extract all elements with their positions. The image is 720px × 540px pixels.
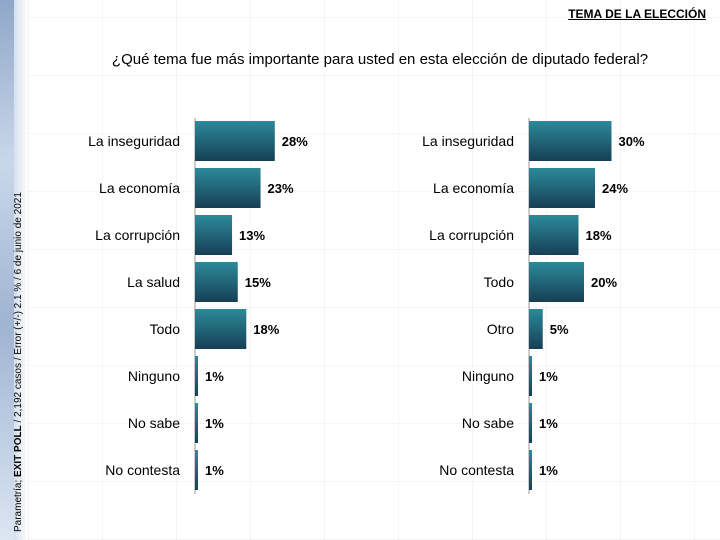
category-label: No contesta (105, 462, 180, 478)
value-label: 1% (205, 416, 224, 431)
bar (529, 168, 595, 208)
bar (195, 309, 247, 349)
value-label: 23% (268, 181, 294, 196)
value-label: 18% (586, 228, 612, 243)
background-watermark (28, 0, 720, 540)
category-label: Ninguno (128, 368, 180, 384)
category-label: No sabe (462, 415, 514, 431)
value-label: 1% (205, 369, 224, 384)
category-label: La corrupción (95, 227, 180, 243)
category-label: La inseguridad (422, 133, 514, 149)
bar (195, 403, 198, 443)
section-header: TEMA DE LA ELECCIÓN (568, 7, 706, 21)
category-label: La economía (433, 180, 514, 196)
category-label: La salud (127, 274, 180, 290)
bar (529, 215, 579, 255)
value-label: 13% (239, 228, 265, 243)
category-label: No contesta (439, 462, 514, 478)
category-label: La corrupción (429, 227, 514, 243)
bar (195, 262, 238, 302)
value-label: 15% (245, 275, 271, 290)
category-label: Ninguno (462, 368, 514, 384)
bar (529, 450, 532, 490)
category-label: Todo (150, 321, 181, 337)
bar (195, 121, 275, 161)
bar (529, 309, 543, 349)
category-label: Otro (487, 321, 514, 337)
value-label: 1% (539, 416, 558, 431)
category-label: No sabe (128, 415, 180, 431)
survey-question: ¿Qué tema fue más importante para usted … (111, 51, 649, 68)
bar-chart-left: La inseguridad 28% La economía 23% La corrup… (88, 118, 308, 494)
value-label: 5% (550, 322, 569, 337)
category-label: La inseguridad (88, 133, 180, 149)
bar (529, 356, 532, 396)
category-label: La economía (99, 180, 180, 196)
bar (195, 168, 261, 208)
bar (529, 121, 612, 161)
value-label: 30% (619, 134, 645, 149)
bar-chart-right: La inseguridad 30% La economía 24% La corrup… (422, 118, 645, 494)
value-label: 28% (282, 134, 308, 149)
bar (529, 403, 532, 443)
bar (195, 215, 233, 255)
bar (195, 356, 198, 396)
value-label: 1% (539, 369, 558, 384)
bar (529, 262, 584, 302)
value-label: 18% (253, 322, 279, 337)
value-label: 1% (539, 463, 558, 478)
bar (195, 450, 198, 490)
value-label: 20% (591, 275, 617, 290)
value-label: 24% (602, 181, 628, 196)
decorative-strip (0, 0, 28, 540)
value-label: 1% (205, 463, 224, 478)
category-label: Todo (484, 274, 515, 290)
